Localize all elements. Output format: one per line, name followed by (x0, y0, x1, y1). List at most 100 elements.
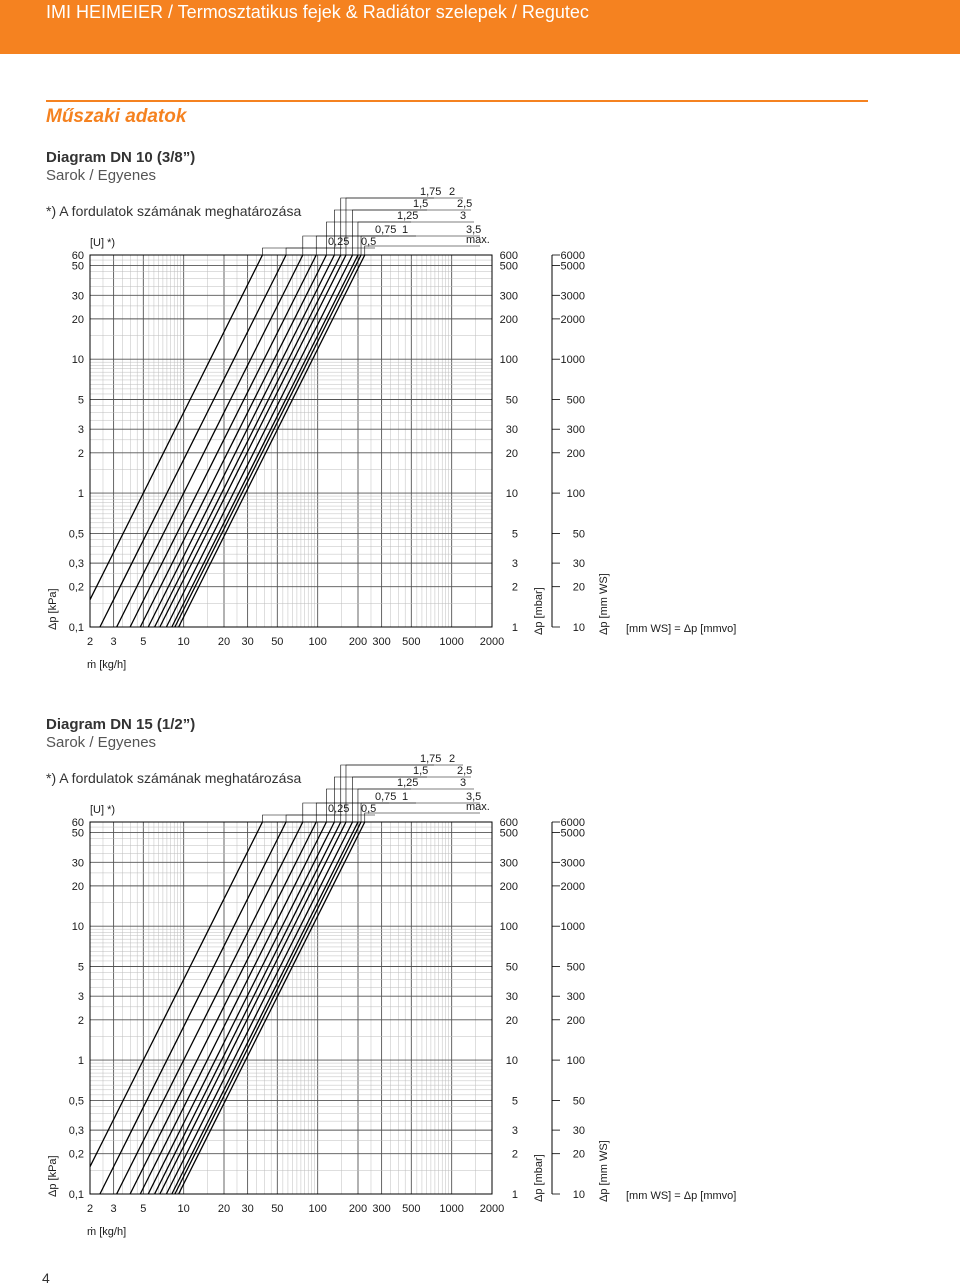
x-tick-label: 300 (372, 1203, 390, 1215)
series-label: 1,75 (420, 186, 441, 198)
header-title: IMI HEIMEIER / Termosztatikus fejek & Ra… (46, 2, 589, 22)
x-tick-label: 50 (271, 636, 283, 648)
x-tick-label: 200 (349, 636, 367, 648)
series-label: 3 (460, 777, 466, 789)
y-tick-label-kpa: 1 (78, 488, 84, 500)
series-line (99, 821, 287, 1195)
y-tick-label-kpa: 5 (78, 962, 84, 974)
y-tick-label-mbar: 50 (506, 395, 518, 407)
diagram-subtitle: Sarok / Egyenes (46, 167, 157, 184)
y-tick-label-mbar: 300 (500, 290, 518, 302)
series-line (171, 821, 359, 1195)
y-tick-label-mmws: 10 (573, 1189, 585, 1201)
setting-header: [U] *) (90, 804, 115, 816)
y-tick-label-kpa: 0,5 (69, 528, 84, 540)
series-line (178, 821, 366, 1195)
x-tick-label: 1000 (439, 1203, 463, 1215)
y-tick-label-kpa: 30 (72, 857, 84, 869)
diagram-subtitle: Sarok / Egyenes (46, 734, 157, 751)
page-number: 4 (42, 1270, 50, 1286)
series-label: 0,5 (361, 236, 376, 248)
section-title: Műszaki adatok (46, 106, 187, 127)
series-leader (285, 247, 375, 255)
series-line (154, 821, 342, 1195)
y-tick-label-mmws: 30 (573, 558, 585, 570)
series-line (89, 821, 264, 1167)
y-tick-label-mmws: 200 (567, 448, 585, 460)
y-tick-label-mbar: 1 (512, 622, 518, 634)
y-tick-label-kpa: 0,1 (69, 1189, 84, 1201)
plot-frame (89, 821, 493, 1195)
series-label: 3,5 (466, 224, 481, 236)
y-tick-label-mmws: 500 (567, 395, 585, 407)
y-tick-label-kpa: 0,3 (69, 1125, 84, 1137)
x-tick-label: 300 (372, 636, 390, 648)
x-tick-label: 30 (241, 1203, 253, 1215)
y-tick-label-mmws: 200 (567, 1015, 585, 1027)
x-tick-label: 5 (140, 1203, 146, 1215)
series-label: 3 (460, 210, 466, 222)
series-label: 1,25 (397, 777, 418, 789)
diagram-note: *) A fordulatok számának meghatározása (46, 770, 302, 786)
series-label: 0,25 (328, 236, 349, 248)
series-line (154, 254, 342, 628)
series-label: 2 (449, 186, 455, 198)
y-tick-label-mmws: 300 (567, 424, 585, 436)
y-tick-label-mbar: 500 (500, 828, 518, 840)
y-tick-label-mbar: 3 (512, 1125, 518, 1137)
y-tick-label-mmws: 100 (567, 488, 585, 500)
x-tick-label: 50 (271, 1203, 283, 1215)
series-leader (364, 812, 480, 822)
y-tick-label-mmws: 100 (567, 1055, 585, 1067)
y-tick-label-mbar: 20 (506, 1015, 518, 1027)
x-axis-label: ṁ [kg/h] (87, 659, 126, 671)
y-tick-label-mmws: 500 (567, 962, 585, 974)
y-tick-label-mmws: 20 (573, 582, 585, 594)
y-tick-label-mmws: 3000 (561, 857, 585, 869)
x-tick-label: 2000 (480, 636, 504, 648)
y-tick-label-kpa: 10 (72, 354, 84, 366)
series-label: 0,25 (328, 803, 349, 815)
y-tick-label-mmws: 20 (573, 1149, 585, 1161)
y-tick-label-kpa: 1 (78, 1055, 84, 1067)
y-tick-label-kpa: 20 (72, 881, 84, 893)
y-tick-label-kpa: 10 (72, 921, 84, 933)
y-tick-label-mbar: 20 (506, 448, 518, 460)
y-tick-label-mbar: 600 (500, 817, 518, 829)
series-label: 1 (402, 224, 408, 236)
y-tick-label-mmws: 300 (567, 991, 585, 1003)
series-line (139, 254, 327, 628)
y-tick-label-mmws: 1000 (561, 354, 585, 366)
y-axis-label-mbar: Δp [mbar] (533, 1154, 545, 1202)
y-tick-label-mbar: 100 (500, 921, 518, 933)
setting-header: [U] *) (90, 237, 115, 249)
y-tick-label-mbar: 2 (512, 582, 518, 594)
y-tick-label-kpa: 50 (72, 828, 84, 840)
series-leader (364, 245, 480, 255)
y-tick-label-kpa: 0,2 (69, 582, 84, 594)
y-tick-label-mbar: 1 (512, 1189, 518, 1201)
series-label: 1,5 (413, 765, 428, 777)
series-line (139, 821, 327, 1195)
y-axis-label-mmws: Δp [mm WS] (598, 1140, 610, 1202)
series-line (129, 821, 317, 1195)
x-tick-label: 10 (178, 1203, 190, 1215)
series-line (147, 254, 335, 628)
series-line (174, 254, 362, 628)
y-tick-label-kpa: 2 (78, 1015, 84, 1027)
x-tick-label: 5 (140, 636, 146, 648)
x-tick-label: 500 (402, 636, 420, 648)
y-tick-label-mbar: 10 (506, 1055, 518, 1067)
series-label: 2 (449, 753, 455, 765)
series-label: 0,75 (375, 791, 396, 803)
y-tick-label-mbar: 200 (500, 881, 518, 893)
x-tick-label: 2 (87, 1203, 93, 1215)
series-leader (262, 814, 342, 822)
x-tick-label: 500 (402, 1203, 420, 1215)
x-tick-label: 10 (178, 636, 190, 648)
series-leader (285, 814, 375, 822)
series-line (178, 254, 366, 628)
y-tick-label-kpa: 0,1 (69, 622, 84, 634)
series-line (165, 254, 354, 628)
series-leader (262, 247, 342, 255)
